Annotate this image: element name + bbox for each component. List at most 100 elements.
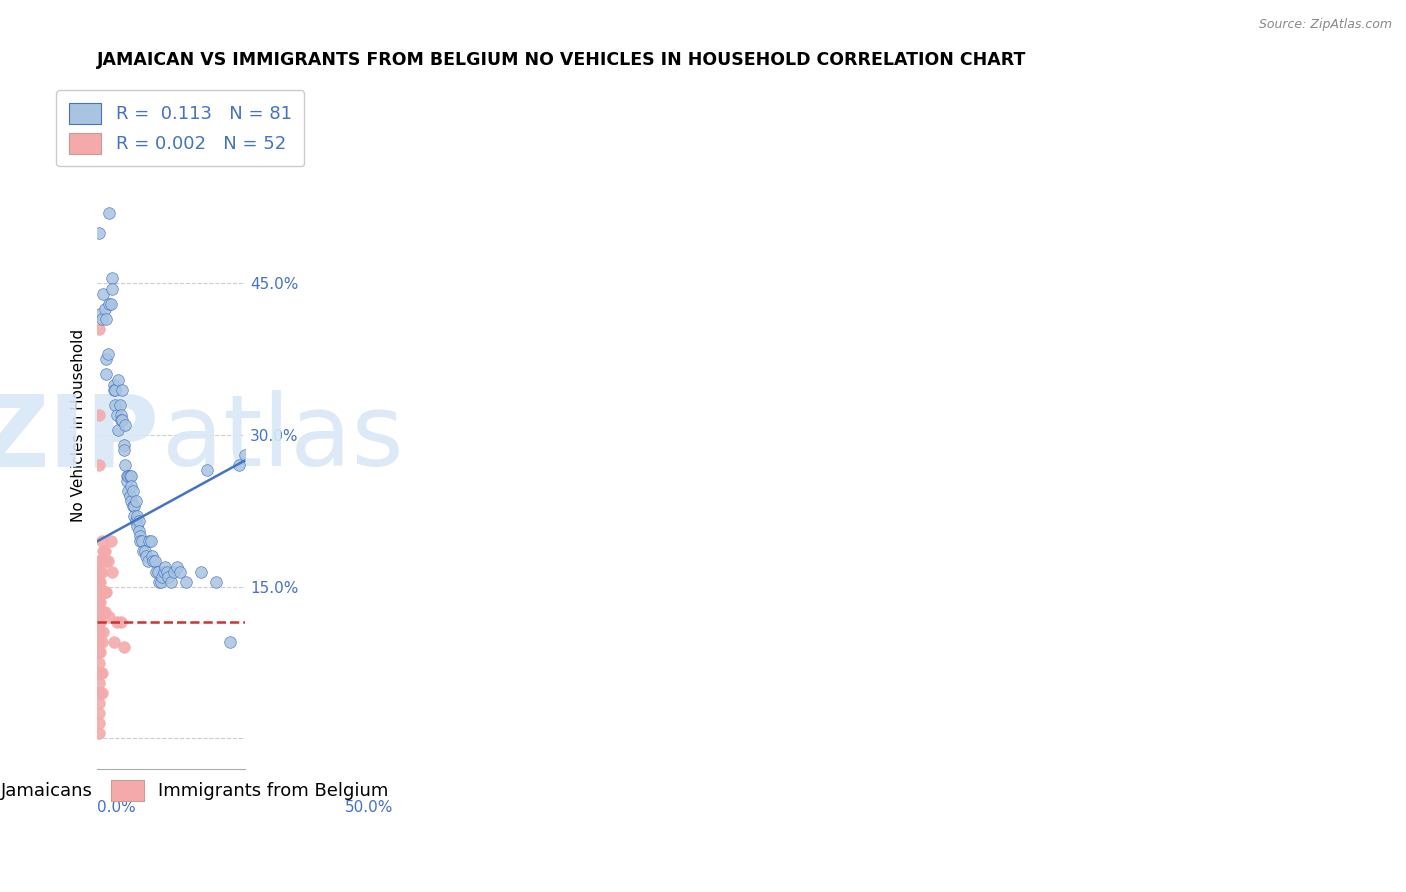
Point bbox=[89, 645, 111, 659]
Point bbox=[120, 493, 142, 508]
Point bbox=[87, 706, 110, 720]
Point bbox=[121, 483, 143, 498]
Point bbox=[166, 559, 188, 574]
Point bbox=[87, 656, 110, 670]
Point bbox=[91, 625, 114, 640]
Point bbox=[93, 544, 115, 558]
Point bbox=[157, 569, 180, 583]
Text: JAMAICAN VS IMMIGRANTS FROM BELGIUM NO VEHICLES IN HOUSEHOLD CORRELATION CHART: JAMAICAN VS IMMIGRANTS FROM BELGIUM NO V… bbox=[97, 51, 1026, 69]
Point bbox=[93, 605, 115, 619]
Point bbox=[150, 569, 173, 583]
Point bbox=[104, 383, 127, 397]
Point bbox=[87, 322, 110, 336]
Point bbox=[129, 534, 152, 549]
Point bbox=[117, 483, 139, 498]
Point bbox=[90, 635, 112, 649]
Point bbox=[87, 615, 110, 629]
Point bbox=[91, 605, 114, 619]
Point bbox=[87, 716, 110, 731]
Point bbox=[87, 675, 110, 690]
Point bbox=[115, 474, 138, 488]
Point bbox=[90, 665, 112, 680]
Point bbox=[87, 408, 110, 422]
Point bbox=[120, 478, 142, 492]
Point bbox=[132, 544, 155, 558]
Point bbox=[127, 519, 149, 533]
Point bbox=[89, 686, 111, 700]
Text: 0.0%: 0.0% bbox=[97, 799, 136, 814]
Point bbox=[89, 595, 111, 609]
Point bbox=[112, 443, 135, 458]
Point bbox=[228, 458, 250, 473]
Point bbox=[125, 514, 148, 528]
Point bbox=[101, 271, 124, 285]
Point bbox=[87, 645, 110, 659]
Point bbox=[91, 584, 114, 599]
Point bbox=[112, 438, 135, 452]
Point bbox=[87, 554, 110, 568]
Point bbox=[131, 534, 153, 549]
Point bbox=[87, 605, 110, 619]
Point bbox=[97, 347, 120, 361]
Point bbox=[98, 296, 121, 310]
Point bbox=[96, 554, 118, 568]
Point bbox=[120, 468, 142, 483]
Point bbox=[91, 544, 114, 558]
Point bbox=[174, 574, 197, 589]
Point bbox=[105, 408, 128, 422]
Point bbox=[117, 468, 139, 483]
Point bbox=[96, 352, 118, 367]
Point bbox=[90, 686, 112, 700]
Point bbox=[204, 574, 226, 589]
Point bbox=[110, 413, 132, 427]
Point bbox=[87, 574, 110, 589]
Point bbox=[89, 665, 111, 680]
Point bbox=[118, 489, 141, 503]
Point bbox=[124, 508, 146, 523]
Point bbox=[87, 665, 110, 680]
Point bbox=[145, 565, 167, 579]
Point bbox=[90, 311, 112, 326]
Point bbox=[89, 307, 111, 321]
Point bbox=[101, 565, 124, 579]
Point bbox=[90, 534, 112, 549]
Point bbox=[96, 311, 118, 326]
Point bbox=[124, 499, 146, 513]
Point bbox=[141, 549, 163, 564]
Text: atlas: atlas bbox=[162, 390, 404, 487]
Point bbox=[149, 574, 172, 589]
Point bbox=[146, 565, 169, 579]
Point bbox=[111, 383, 134, 397]
Point bbox=[93, 301, 115, 316]
Point bbox=[87, 584, 110, 599]
Point bbox=[135, 549, 157, 564]
Point bbox=[98, 206, 121, 220]
Point bbox=[110, 408, 132, 422]
Point bbox=[155, 559, 177, 574]
Point bbox=[114, 458, 136, 473]
Point bbox=[143, 554, 166, 568]
Text: Source: ZipAtlas.com: Source: ZipAtlas.com bbox=[1258, 18, 1392, 31]
Text: ZIP: ZIP bbox=[0, 390, 159, 487]
Point bbox=[87, 226, 110, 240]
Point bbox=[121, 499, 143, 513]
Point bbox=[111, 413, 134, 427]
Point bbox=[129, 529, 152, 543]
Point bbox=[87, 625, 110, 640]
Point bbox=[160, 574, 183, 589]
Point bbox=[195, 463, 218, 477]
Point bbox=[91, 286, 114, 301]
Point bbox=[142, 554, 165, 568]
Y-axis label: No Vehicles in Household: No Vehicles in Household bbox=[72, 328, 86, 522]
Point bbox=[190, 565, 212, 579]
Point bbox=[97, 554, 120, 568]
Point bbox=[87, 635, 110, 649]
Point bbox=[89, 554, 111, 568]
Point bbox=[105, 615, 128, 629]
Legend: Jamaicans, Immigrants from Belgium: Jamaicans, Immigrants from Belgium bbox=[0, 772, 395, 808]
Point bbox=[87, 696, 110, 710]
Point bbox=[90, 565, 112, 579]
Point bbox=[107, 423, 129, 437]
Point bbox=[98, 610, 121, 624]
Point bbox=[148, 574, 170, 589]
